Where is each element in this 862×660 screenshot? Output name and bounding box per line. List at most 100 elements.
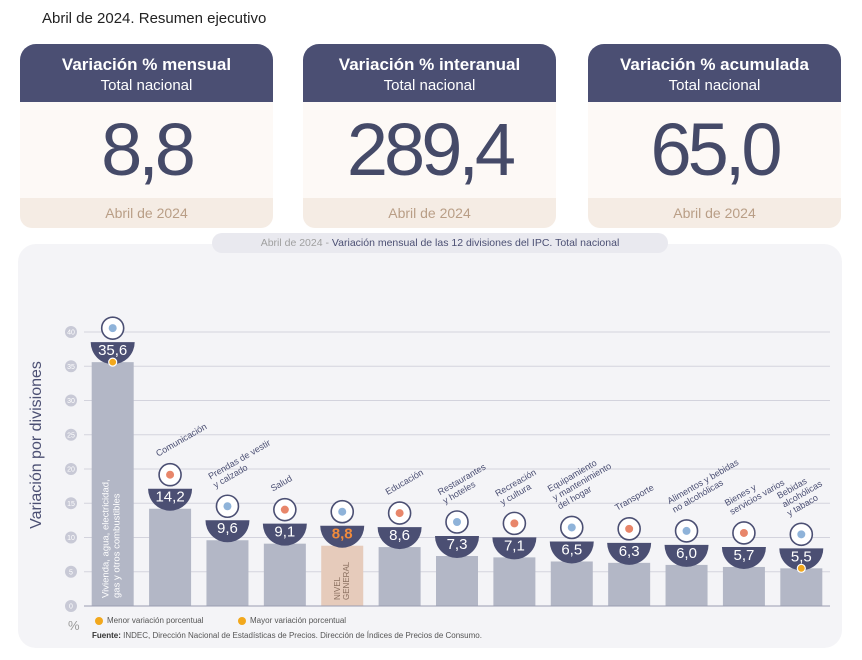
kpi-value: 65,0 [650,108,782,191]
chart-subtitle-date: Abril de 2024 [260,237,323,249]
kpi-header: Variación % acumulada Total nacional [588,44,841,102]
category-label: Transporte [613,482,655,512]
legend-min-marker [95,616,103,625]
bar [436,555,478,606]
source-label: Fuente: [92,631,121,640]
source-note: Fuente: INDEC, Dirección Nacional de Est… [92,631,482,640]
badge-shape [664,544,709,567]
kpi-subtitle: Total nacional [100,77,193,94]
bar [149,508,192,606]
y-tick-label: 5 [69,569,73,576]
data-label: 14,2 [155,489,184,506]
y-tick-label: 35 [67,364,75,371]
kpi-value: 8,8 [101,108,196,191]
category-label-line: NIVEL [333,576,342,600]
category-label: Prendas de vestiry calzado [206,438,277,490]
bus-icon [617,517,641,541]
data-label: 8,6 [389,527,410,544]
kpi-header: Variación % mensual Total nacional [20,44,273,102]
shopping-basket-icon-detail [338,507,347,516]
category-label: NIVELGENERAL [333,561,351,600]
health-cross-icon [273,497,297,522]
umbrella-icon [502,511,527,536]
bar [91,362,134,606]
y-tick-label: 40 [67,330,75,337]
data-label: 9,6 [217,520,238,537]
bulb-icon [100,316,125,340]
badge-shape [90,342,135,365]
badge-shape [549,541,594,564]
kpi-card-monthly: Variación % mensual Total nacional 8,8 A… [20,44,273,228]
category-label: Equipamientoy mantenimientodel hogar [546,452,618,511]
value-badge: 6,5 [549,541,594,564]
data-label: 5,7 [733,547,754,564]
value-badge: 6,3 [607,542,652,565]
book-icon-detail [395,509,404,518]
category-label: Educación [384,467,425,497]
kpi-period: Abril de 2024 [20,198,273,228]
category-label: Salud [269,473,294,493]
bulb-icon-detail [108,324,117,333]
category-label-line: Vivienda, agua, electricidad, [101,479,112,598]
data-label: 6,5 [561,541,582,558]
kpi-value: 289,4 [346,108,516,191]
data-label: 6,3 [619,543,640,560]
value-badge: 8,6 [377,527,422,550]
kpi-subtitle: Total nacional [383,77,476,94]
badge-shape [148,488,193,511]
category-label-line: GENERAL [342,561,351,600]
data-label: 7,1 [504,537,525,554]
legend-min-label: Menor variación porcentual [107,616,204,625]
max-marker [108,357,118,367]
value-badge: 8,8 [320,525,365,548]
kpi-period: Abril de 2024 [303,198,556,228]
value-badge: 35,6 [90,342,135,365]
shirt-icon [215,494,240,519]
badge-shape [320,525,365,548]
value-badge: 5,7 [721,546,766,569]
category-label: Restaurantesy hoteles [436,461,493,505]
chart-subtitle: Abril de 2024 - Variación mensual de las… [212,233,668,253]
y-tick-bubble [65,463,77,475]
category-label: Bebidasalcohólicasy tabaco [775,470,829,518]
badge-shape [262,523,307,546]
kpi-subtitle: Total nacional [668,77,761,94]
appliance-icon [559,515,584,540]
category-label-line: Salud [269,473,294,493]
chicken-icon-detail [682,526,691,535]
badge-shape [377,527,422,550]
kpi-title: Variación % acumulada [620,55,809,74]
y-tick-bubble [65,394,77,407]
scissors-icon [732,521,756,545]
bar [550,561,593,606]
legend-max-marker [238,616,246,625]
bar [263,543,306,606]
value-badge: 9,1 [262,523,307,546]
source-text: INDEC, Dirección Nacional de Estadística… [123,631,482,640]
y-tick-bubble [65,360,77,373]
plate-icon-detail [453,517,461,526]
kpi-period: Abril de 2024 [588,198,841,228]
value-badge: 9,6 [205,520,250,543]
health-cross-icon-detail [280,505,289,514]
data-label: 6,0 [676,545,697,562]
y-unit-label: % [68,618,80,633]
y-tick-bubble [65,565,77,578]
phone-icon-detail [166,470,175,479]
badge-shape [607,542,652,565]
bar [665,564,708,606]
badge-shape [435,535,479,558]
badge-shape [721,546,766,569]
y-tick-bubble [65,497,77,510]
category-label: Recreacióny cultura [493,467,542,507]
data-label: 5,5 [791,548,812,565]
category-label-line: gas y otros combustibles [112,493,123,598]
value-badge: 6,0 [664,544,709,567]
bottles-icon [789,522,814,547]
book-icon [387,501,412,525]
chart-subtitle-text: Variación mensual de las 12 divisiones d… [331,237,620,249]
value-badge: 7,3 [435,535,479,558]
badge-shape [779,548,824,571]
kpi-card-accumulated: Variación % acumulada Total nacional 65,… [588,44,841,228]
